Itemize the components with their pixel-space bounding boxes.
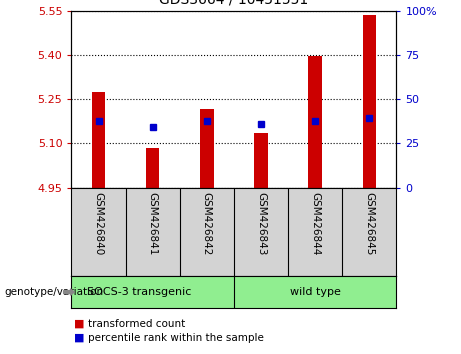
Bar bbox=[254, 133, 268, 188]
Bar bbox=[234, 276, 396, 308]
Text: GSM426845: GSM426845 bbox=[364, 192, 374, 256]
Bar bbox=[92, 92, 105, 188]
Bar bbox=[200, 109, 213, 188]
Text: percentile rank within the sample: percentile rank within the sample bbox=[88, 333, 264, 343]
Bar bbox=[146, 148, 160, 188]
Bar bbox=[308, 56, 322, 188]
Text: GSM426842: GSM426842 bbox=[202, 192, 212, 256]
Text: SOCS-3 transgenic: SOCS-3 transgenic bbox=[87, 287, 191, 297]
Text: ■: ■ bbox=[74, 319, 84, 329]
Text: wild type: wild type bbox=[290, 287, 341, 297]
Text: ■: ■ bbox=[74, 333, 84, 343]
Text: transformed count: transformed count bbox=[88, 319, 185, 329]
Text: GSM426840: GSM426840 bbox=[94, 192, 104, 255]
Text: genotype/variation: genotype/variation bbox=[5, 287, 104, 297]
Text: GSM426843: GSM426843 bbox=[256, 192, 266, 256]
Text: GSM426841: GSM426841 bbox=[148, 192, 158, 256]
Bar bbox=[363, 15, 376, 188]
Title: GDS3664 / 10451551: GDS3664 / 10451551 bbox=[160, 0, 308, 7]
Bar bbox=[71, 276, 234, 308]
Text: GSM426844: GSM426844 bbox=[310, 192, 320, 256]
